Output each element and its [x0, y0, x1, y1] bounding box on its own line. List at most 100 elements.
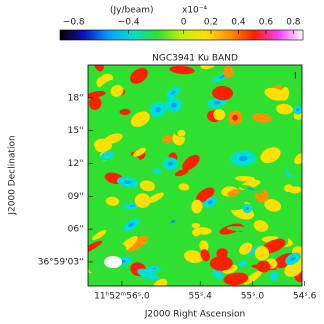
- noise-blob: [93, 138, 112, 150]
- noise-blob: [182, 154, 200, 171]
- colorbar-tick-label: 0.6: [259, 18, 274, 28]
- noise-core: [245, 206, 249, 211]
- noise-blob: [152, 168, 162, 175]
- noise-blob: [194, 227, 212, 235]
- colorbar-tick-label: −0.4: [118, 18, 140, 28]
- y-tick-label: 12'': [68, 159, 84, 169]
- noise-blob: [139, 180, 156, 192]
- noise-core: [92, 93, 101, 96]
- y-tick-label: 36°59'03'': [38, 257, 84, 267]
- y-tick-label: 18'': [68, 93, 84, 103]
- noise-blob: [254, 246, 270, 261]
- noise-core: [171, 102, 177, 108]
- noise-core: [170, 219, 176, 224]
- noise-blob: [191, 222, 200, 229]
- stokes-label: I: [294, 72, 297, 82]
- noise-blob: [289, 186, 302, 194]
- noise-blob: [269, 271, 279, 282]
- noise-core: [128, 204, 136, 208]
- colorbar-scale: x10⁻⁴: [182, 6, 208, 16]
- noise-blob: [91, 229, 107, 241]
- map-frame: [87, 64, 303, 287]
- noise-blob: [105, 242, 127, 257]
- noise-blob: [239, 242, 253, 255]
- y-tick-label: 15'': [68, 126, 84, 136]
- noise-core: [176, 68, 188, 72]
- noise-core: [260, 264, 267, 269]
- noise-blob: [147, 249, 168, 263]
- x-axis-label: J2000 Right Ascension: [144, 310, 245, 320]
- noise-blob: [276, 103, 293, 115]
- noise-blob: [137, 268, 160, 280]
- noise-blob: [162, 135, 173, 144]
- map-image: [88, 65, 302, 286]
- colorbar-tick-label: −0.8: [63, 18, 85, 28]
- noise-core: [128, 222, 135, 228]
- noise-blob: [264, 87, 286, 101]
- noise-blob: [164, 246, 188, 259]
- noise-blob: [88, 96, 102, 110]
- beam: [104, 256, 122, 268]
- noise-blob: [110, 84, 124, 97]
- noise-blob: [251, 113, 273, 123]
- colorbar-tick-label: 0.4: [231, 18, 246, 28]
- noise-blob: [294, 152, 302, 165]
- noise-blob: [178, 183, 190, 191]
- noise-blob: [226, 226, 250, 232]
- noise-core: [151, 267, 157, 270]
- noise-blob: [126, 235, 148, 252]
- noise-blob: [122, 155, 141, 168]
- noise-core: [268, 243, 279, 250]
- noise-blob: [97, 80, 114, 95]
- x-tick-label: 55ˢ.4: [189, 292, 213, 302]
- noise-blob: [264, 199, 282, 212]
- noise-blob: [243, 270, 263, 285]
- noise-blob: [88, 240, 103, 254]
- noise-blob: [235, 175, 256, 182]
- noise-blob: [195, 187, 215, 203]
- noise-core: [216, 260, 226, 267]
- noise-core: [123, 180, 132, 185]
- noise-blob: [133, 147, 147, 157]
- noise-core: [232, 114, 239, 121]
- noise-blob: [183, 250, 203, 264]
- colorbar-units: (Jy/beam): [110, 6, 154, 16]
- noise-blob: [130, 111, 150, 127]
- y-tick-label: 06'': [68, 225, 84, 235]
- colorbar: [59, 29, 304, 41]
- noise-core: [296, 108, 300, 112]
- noise-blob: [177, 129, 186, 137]
- noise-blob: [253, 220, 269, 232]
- noise-blob: [152, 278, 168, 286]
- noise-core: [178, 171, 185, 175]
- noise-blob: [119, 108, 131, 115]
- noise-blob: [286, 164, 302, 177]
- noise-blob: [238, 259, 248, 268]
- noise-blob: [101, 73, 114, 83]
- noise-core: [218, 74, 227, 79]
- noise-core: [230, 276, 241, 282]
- noise-blob: [223, 65, 234, 79]
- noise-blob: [219, 198, 246, 211]
- noise-core: [110, 176, 119, 181]
- noise-core: [246, 187, 255, 191]
- noise-blob: [212, 85, 234, 101]
- chart-title: NGC3941 Ku BAND: [152, 54, 238, 64]
- noise-core: [170, 90, 176, 95]
- noise-blob: [260, 147, 281, 164]
- noise-core: [155, 106, 161, 113]
- noise-blob: [199, 240, 209, 252]
- y-axis-label: J2000 Declination: [8, 135, 18, 215]
- noise-blob: [134, 193, 151, 208]
- noise-blob: [213, 109, 226, 121]
- noise-core: [203, 252, 208, 258]
- noise-core: [238, 155, 248, 162]
- x-tick-label: 54ˢ.6: [293, 292, 317, 302]
- noise-blob: [200, 65, 216, 69]
- noise-core: [213, 100, 221, 105]
- y-tick-label: 09'': [68, 192, 84, 202]
- noise-blob: [220, 236, 238, 250]
- noise-core: [207, 200, 213, 205]
- noise-blob: [191, 199, 203, 214]
